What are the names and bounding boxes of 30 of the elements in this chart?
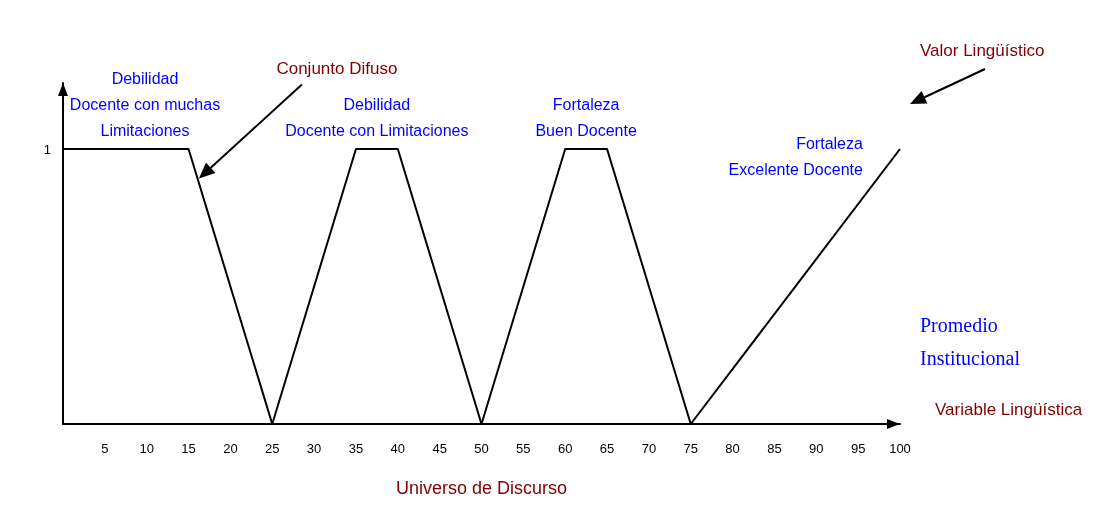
x-tick-label: 5 (101, 441, 109, 456)
x-tick-label: 15 (181, 441, 196, 456)
series-label: Fortaleza Buen Docente (535, 95, 637, 139)
x-tick-label: 25 (265, 441, 280, 456)
x-tick-label: 45 (432, 441, 447, 456)
series-label: Debilidad Docente con Limitaciones (285, 95, 469, 139)
series-label: Debilidad Docente con muchas Limitaciones (69, 69, 221, 139)
x-tick-label: 65 (599, 441, 615, 456)
x-tick-label: 20 (223, 441, 238, 456)
x-tick-label: 35 (348, 441, 364, 456)
x-tick-label: 55 (516, 441, 531, 456)
text: 1 (43, 141, 51, 157)
x-tick-label: 100 (889, 441, 911, 456)
x-tick-label: 10 (139, 441, 154, 456)
x-tick-label: 30 (306, 441, 322, 456)
x-axis-title: Universo de Discurso (395, 478, 568, 498)
x-tick-label: 80 (725, 441, 740, 456)
text: Promedio Institucional (920, 313, 1021, 369)
x-tick-label: 60 (557, 441, 573, 456)
x-tick-label: 50 (474, 441, 489, 456)
x-tick-label: 90 (809, 441, 824, 456)
x-tick-label: 95 (850, 441, 866, 456)
x-tick-label: 40 (390, 441, 406, 456)
x-tick-label: 70 (641, 441, 657, 456)
x-tick-label: 75 (683, 441, 698, 456)
text: Conjunto Difuso (276, 58, 398, 78)
x-tick-label: 85 (767, 441, 782, 456)
text: Valor Lingüístico (920, 41, 1045, 60)
series-label: Fortaleza Excelente Docente (728, 134, 863, 178)
text: Variable Lingüística (935, 400, 1083, 419)
